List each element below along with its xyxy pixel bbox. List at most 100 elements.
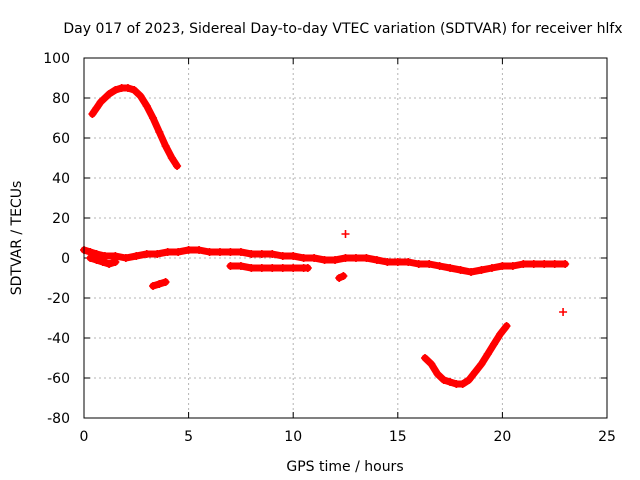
track-outlier-high xyxy=(341,230,350,238)
data-point xyxy=(339,272,348,280)
data-point xyxy=(155,128,164,136)
data-point xyxy=(471,368,480,376)
data-point xyxy=(487,264,496,272)
track-low-arc xyxy=(420,322,511,388)
y-tick-label: 0 xyxy=(61,251,70,267)
track-small-dip xyxy=(335,272,348,282)
x-tick-label: 20 xyxy=(493,429,511,445)
data-point xyxy=(142,250,151,258)
data-point xyxy=(508,262,517,270)
y-tick-label: 100 xyxy=(43,51,70,67)
data-point xyxy=(121,254,130,262)
data-point xyxy=(205,248,214,256)
data-point xyxy=(105,260,114,268)
plot-frame xyxy=(83,57,608,419)
data-point xyxy=(111,86,120,94)
y-axis-label: SDTVAR / TECUs xyxy=(9,181,25,296)
data-point xyxy=(446,378,455,386)
y-tick-label: -60 xyxy=(47,371,70,387)
data-point xyxy=(268,264,277,272)
x-tick-label: 0 xyxy=(80,429,89,445)
data-point xyxy=(331,256,340,264)
data-point xyxy=(123,84,132,92)
y-tick-label: 80 xyxy=(52,91,70,107)
x-tick-label: 5 xyxy=(184,429,193,445)
data-point xyxy=(215,248,224,256)
y-tick-label: 20 xyxy=(52,211,70,227)
data-point xyxy=(425,260,434,268)
chart-title: Day 017 of 2023, Sidereal Day-to-day VTE… xyxy=(63,21,622,37)
data-point xyxy=(540,260,549,268)
track-baseline-lower xyxy=(86,254,120,268)
track-lower-band xyxy=(226,262,312,272)
data-point xyxy=(439,376,448,384)
x-tick-label: 15 xyxy=(389,429,407,445)
y-tick-label: -40 xyxy=(47,331,70,347)
y-tick-label: -20 xyxy=(47,291,70,307)
data-point xyxy=(163,248,172,256)
data-point xyxy=(86,254,95,262)
data-point xyxy=(477,360,486,368)
data-point xyxy=(174,248,183,256)
data-point xyxy=(149,114,158,122)
data-point xyxy=(467,268,476,276)
data-point xyxy=(184,246,193,254)
data-point xyxy=(226,248,235,256)
data-point xyxy=(111,258,120,266)
data-point xyxy=(351,254,360,262)
x-tick-label: 25 xyxy=(598,429,616,445)
data-point xyxy=(393,258,402,266)
data-point xyxy=(427,360,436,368)
data-point xyxy=(420,354,429,362)
data-point xyxy=(456,266,465,274)
track-baseline-main xyxy=(80,246,570,276)
data-point xyxy=(502,322,511,330)
x-axis-label: GPS time / hours xyxy=(286,459,403,475)
data-point xyxy=(88,110,97,118)
data-point xyxy=(498,262,507,270)
data-point xyxy=(341,230,350,238)
data-point xyxy=(458,380,467,388)
data-point xyxy=(92,104,101,112)
data-point xyxy=(247,264,256,272)
data-point xyxy=(341,254,350,262)
data-point xyxy=(559,308,568,316)
data-point xyxy=(98,258,107,266)
track-high-arc xyxy=(88,84,182,170)
data-point xyxy=(257,264,266,272)
data-point xyxy=(268,250,277,258)
data-point xyxy=(289,264,298,272)
data-point xyxy=(529,260,538,268)
data-point xyxy=(149,282,158,290)
data-point xyxy=(414,260,423,268)
data-point xyxy=(92,256,101,264)
data-point xyxy=(362,254,371,262)
data-point xyxy=(142,102,151,110)
data-point xyxy=(310,254,319,262)
data-point xyxy=(105,90,114,98)
data-point xyxy=(153,250,162,258)
data-point xyxy=(335,274,344,282)
track-low-segment xyxy=(149,278,170,290)
data-point xyxy=(519,260,528,268)
data-point xyxy=(130,86,139,94)
data-point xyxy=(561,260,570,268)
data-point xyxy=(100,252,109,260)
axis-ticks: 0 5 10 15 20 25 -80 -60 -40 -20 0 20 40 60 80 100 xyxy=(43,51,616,445)
data-point xyxy=(289,252,298,260)
data-point xyxy=(299,254,308,262)
data-point xyxy=(446,264,455,272)
data-point xyxy=(433,370,442,378)
track-line xyxy=(421,322,511,388)
y-tick-label: 60 xyxy=(52,131,70,147)
data-point xyxy=(257,250,266,258)
x-tick-label: 10 xyxy=(284,429,302,445)
data-point xyxy=(236,248,245,256)
data-point xyxy=(226,262,235,270)
data-point xyxy=(173,162,182,170)
data-point xyxy=(303,264,312,272)
data-point xyxy=(155,280,164,288)
data-point xyxy=(236,262,245,270)
data-point xyxy=(167,154,176,162)
